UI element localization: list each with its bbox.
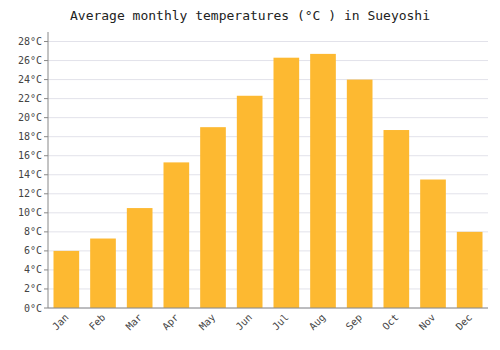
x-tick-label: Oct <box>380 312 401 333</box>
y-tick-label: 28°C <box>18 36 42 47</box>
y-axis: 0°C 2°C 4°C 6°C 8°C 10°C 12°C 14°C 16°C 18°C 20°C 2… <box>18 32 48 314</box>
y-tick <box>44 136 48 137</box>
y-tick <box>44 117 48 118</box>
bar <box>274 58 300 308</box>
x-tick-label: May <box>197 312 218 333</box>
y-tick-label: 26°C <box>18 55 42 66</box>
x-tick-label: Nov <box>417 312 438 333</box>
grid-line <box>48 117 488 118</box>
x-tick-label: Apr <box>160 312 181 333</box>
grid <box>48 42 488 308</box>
y-tick <box>44 174 48 175</box>
bar <box>200 127 226 308</box>
y-tick <box>44 155 48 156</box>
x-tick-label: Sep <box>344 312 365 333</box>
y-tick-label: 20°C <box>18 112 42 123</box>
bar <box>54 251 80 308</box>
y-tick <box>44 60 48 61</box>
x-tick-label: Aug <box>307 312 328 333</box>
y-tick-label: 18°C <box>18 131 42 142</box>
y-tick-label: 0°C <box>24 303 42 314</box>
x-tick-label: Feb <box>87 312 108 333</box>
chart: Average monthly temperatures (°C ) in Su… <box>0 0 500 350</box>
chart-container: Average monthly temperatures (°C ) in Su… <box>0 0 500 350</box>
bar <box>90 239 116 308</box>
bar <box>164 162 190 308</box>
title: Average monthly temperatures (°C ) in Su… <box>70 8 430 23</box>
y-tick <box>44 288 48 289</box>
y-tick-label: 6°C <box>24 245 42 256</box>
y-axis-line <box>48 32 49 308</box>
grid-line <box>48 98 488 99</box>
y-tick-label: 16°C <box>18 150 42 161</box>
y-tick-label: 4°C <box>24 264 42 275</box>
x-tick-label: Jul <box>270 312 291 333</box>
y-tick-label: 14°C <box>18 169 42 180</box>
x-tick-label: Jun <box>234 312 255 333</box>
y-tick <box>44 250 48 251</box>
x-axis-line <box>48 308 488 309</box>
y-tick-label: 22°C <box>18 93 42 104</box>
y-tick <box>44 308 48 309</box>
bar <box>127 208 153 308</box>
bar <box>347 80 373 308</box>
x-tick-label: Mar <box>124 312 145 333</box>
x-tick-label: Jan <box>50 312 71 333</box>
bars <box>54 54 483 308</box>
y-tick <box>44 41 48 42</box>
y-tick <box>44 212 48 213</box>
y-tick <box>44 79 48 80</box>
y-tick <box>44 231 48 232</box>
grid-line <box>48 60 488 61</box>
bar <box>310 54 336 308</box>
y-tick-label: 24°C <box>18 74 42 85</box>
y-tick <box>44 98 48 99</box>
x-tick-label: Dec <box>454 312 475 333</box>
bar <box>457 232 483 308</box>
grid-line <box>48 41 488 42</box>
y-tick-label: 8°C <box>24 226 42 237</box>
y-tick <box>44 193 48 194</box>
y-tick <box>44 269 48 270</box>
bar <box>237 96 263 308</box>
bar <box>384 130 410 308</box>
grid-line <box>48 136 488 137</box>
x-axis: Jan Feb Mar Apr May Jun Jul Aug Sep Oct Nov Dec <box>48 308 488 332</box>
grid-line <box>48 308 488 309</box>
grid-line <box>48 79 488 80</box>
grid-line <box>48 174 488 175</box>
y-tick-label: 10°C <box>18 207 42 218</box>
bar <box>420 180 446 308</box>
y-tick-label: 2°C <box>24 283 42 294</box>
grid-line <box>48 155 488 156</box>
y-tick-label: 12°C <box>18 188 42 199</box>
